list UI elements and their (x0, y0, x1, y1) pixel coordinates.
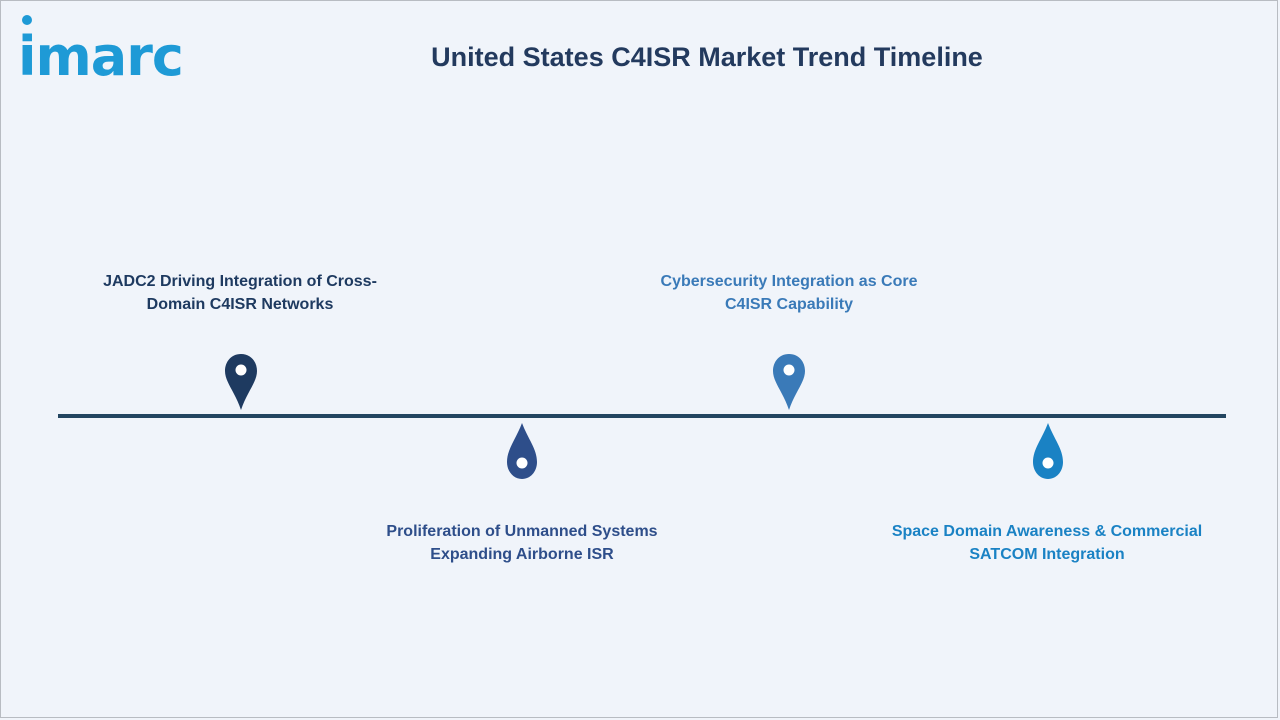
droplet-icon (507, 423, 537, 479)
map-pin-icon (225, 354, 257, 410)
page-title: United States C4ISR Market Trend Timelin… (431, 42, 983, 72)
event-label-2-line2: Expanding Airborne ISR (430, 546, 614, 563)
event-label-1: JADC2 Driving Integration of Cross- Doma… (80, 270, 400, 316)
droplet-icon (1033, 423, 1063, 479)
logo-text: imarc (18, 25, 184, 88)
event-label-2-line1: Proliferation of Unmanned Systems (386, 523, 658, 540)
timeline-line (58, 414, 1226, 418)
event-label-3-line2: C4ISR Capability (724, 296, 854, 313)
event-label-1-line2: Domain C4ISR Networks (146, 296, 334, 313)
map-pin-icon (773, 354, 805, 410)
event-label-1-line1: JADC2 Driving Integration of Cross- (103, 273, 377, 290)
event-label-4: Space Domain Awareness & Commercial SATC… (867, 520, 1227, 566)
event-label-3-line1: Cybersecurity Integration as Core (660, 273, 918, 290)
event-label-4-line1: Space Domain Awareness & Commercial (891, 523, 1203, 540)
logo-dot (22, 15, 32, 25)
event-label-4-line2: SATCOM Integration (969, 546, 1125, 563)
event-label-3: Cybersecurity Integration as Core C4ISR … (629, 270, 949, 316)
imarc-logo: imarc (18, 12, 208, 88)
event-label-2: Proliferation of Unmanned Systems Expand… (362, 520, 682, 566)
